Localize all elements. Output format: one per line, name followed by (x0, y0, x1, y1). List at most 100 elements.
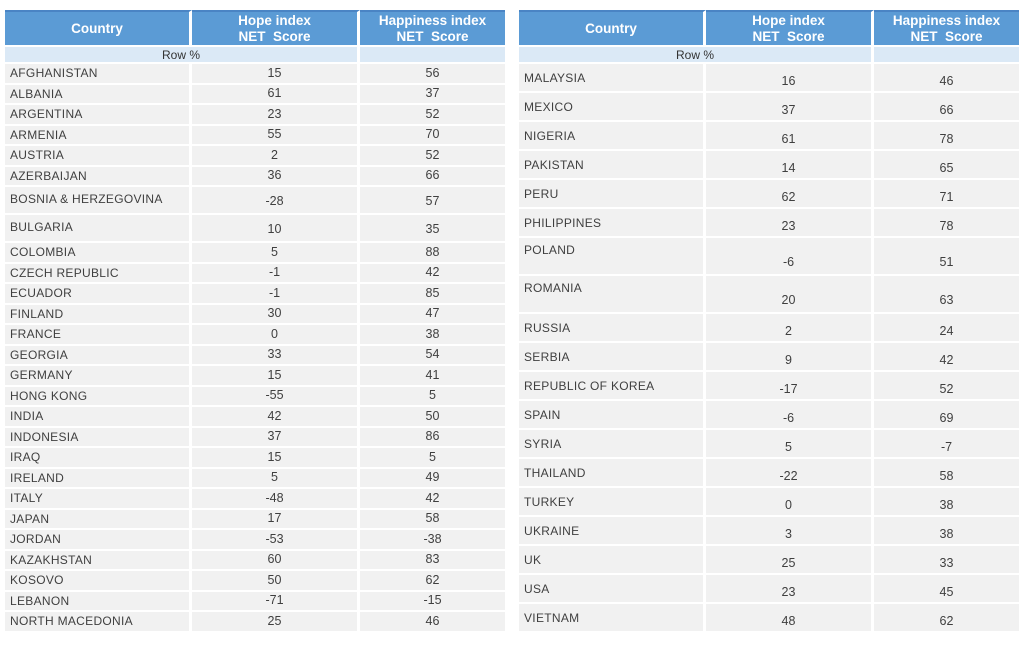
subheader-row: Row % (519, 47, 1019, 64)
country-cell: MEXICO (519, 93, 706, 122)
table-row: ALBANIA 61 37 (5, 84, 505, 105)
table-row: UKRAINE 3 38 (519, 517, 1019, 546)
hope-score-cell: 50 (192, 571, 360, 592)
table-row: ROMANIA 20 63 (519, 276, 1019, 314)
country-cell: SPAIN (519, 401, 706, 430)
table-row: IRAQ 15 5 (5, 448, 505, 469)
hope-score-cell: -6 (706, 238, 874, 276)
hope-score-cell: 0 (706, 488, 874, 517)
happiness-score-cell: 38 (360, 325, 505, 346)
hope-score-cell: 20 (706, 276, 874, 314)
table-row: AFGHANISTAN 15 56 (5, 64, 505, 85)
table-row: RUSSIA 2 24 (519, 314, 1019, 343)
table-row: UK 25 33 (519, 546, 1019, 575)
table-row: NORTH MACEDONIA 25 46 (5, 612, 505, 633)
table-row: MEXICO 37 66 (519, 93, 1019, 122)
header-row: Country Hope index NET Score Happiness i… (5, 10, 505, 47)
happiness-score-cell: 83 (360, 550, 505, 571)
happiness-score-cell: 71 (874, 180, 1019, 209)
hope-score-cell: 5 (706, 430, 874, 459)
hope-score-cell: 9 (706, 343, 874, 372)
hope-score-cell: 17 (192, 509, 360, 530)
country-cell: VIETNAM (519, 604, 706, 633)
country-cell: AFGHANISTAN (5, 64, 192, 85)
table-row: VIETNAM 48 62 (519, 604, 1019, 633)
happiness-score-cell: 42 (874, 343, 1019, 372)
table-row: BULGARIA 10 35 (5, 215, 505, 243)
table-row: THAILAND -22 58 (519, 459, 1019, 488)
happiness-score-cell: -15 (360, 591, 505, 612)
happiness-score-cell: 37 (360, 84, 505, 105)
happiness-score-cell: 88 (360, 243, 505, 264)
hope-score-cell: 16 (706, 64, 874, 93)
country-cell: FINLAND (5, 304, 192, 325)
country-cell: KOSOVO (5, 571, 192, 592)
country-cell: ROMANIA (519, 276, 706, 314)
country-cell: LEBANON (5, 591, 192, 612)
hope-score-cell: 36 (192, 166, 360, 187)
table-row: ARGENTINA 23 52 (5, 105, 505, 126)
hope-score-cell: -48 (192, 489, 360, 510)
country-cell: NIGERIA (519, 122, 706, 151)
table-body: AFGHANISTAN 15 56 ALBANIA 61 37 ARGENTIN… (5, 64, 505, 633)
happiness-score-cell: 78 (874, 122, 1019, 151)
table-row: PAKISTAN 14 65 (519, 151, 1019, 180)
hope-score-cell: -1 (192, 284, 360, 305)
hope-score-cell: -55 (192, 386, 360, 407)
table-row: FINLAND 30 47 (5, 304, 505, 325)
hope-score-cell: 42 (192, 407, 360, 428)
country-cell: REPUBLIC OF KOREA (519, 372, 706, 401)
happiness-score-cell: 38 (874, 517, 1019, 546)
hope-score-cell: -6 (706, 401, 874, 430)
country-cell: USA (519, 575, 706, 604)
country-cell: TURKEY (519, 488, 706, 517)
country-cell: SERBIA (519, 343, 706, 372)
country-cell: RUSSIA (519, 314, 706, 343)
hope-score-cell: 14 (706, 151, 874, 180)
table-row: GERMANY 15 41 (5, 366, 505, 387)
country-cell: GEORGIA (5, 345, 192, 366)
hope-score-cell: 5 (192, 468, 360, 489)
country-cell: HONG KONG (5, 386, 192, 407)
happiness-score-cell: 49 (360, 468, 505, 489)
happiness-score-cell: 5 (360, 448, 505, 469)
table-row: ITALY -48 42 (5, 489, 505, 510)
country-cell: CZECH REPUBLIC (5, 263, 192, 284)
happiness-score-cell: 50 (360, 407, 505, 428)
hope-score-cell: 23 (192, 105, 360, 126)
country-cell: UK (519, 546, 706, 575)
hope-score-cell: 25 (192, 612, 360, 633)
happiness-score-cell: 45 (874, 575, 1019, 604)
row-percent-label: Row % (519, 47, 874, 64)
hope-score-cell: -22 (706, 459, 874, 488)
hope-score-cell: 15 (192, 366, 360, 387)
table-row: KAZAKHSTAN 60 83 (5, 550, 505, 571)
hope-happiness-table-right: Country Hope index NET Score Happiness i… (519, 10, 1019, 633)
table-row: MALAYSIA 16 46 (519, 64, 1019, 93)
country-cell: UKRAINE (519, 517, 706, 546)
table-row: AZERBAIJAN 36 66 (5, 166, 505, 187)
column-header-happiness-index: Happiness index NET Score (874, 10, 1019, 47)
data-table-left: Country Hope index NET Score Happiness i… (5, 10, 505, 633)
happiness-score-cell: 70 (360, 125, 505, 146)
table-row: HONG KONG -55 5 (5, 386, 505, 407)
column-header-hope-index: Hope index NET Score (192, 10, 360, 47)
table-row: GEORGIA 33 54 (5, 345, 505, 366)
country-cell: AUSTRIA (5, 146, 192, 167)
country-cell: IRELAND (5, 468, 192, 489)
table-row: SERBIA 9 42 (519, 343, 1019, 372)
happiness-score-cell: 63 (874, 276, 1019, 314)
page: Country Hope index NET Score Happiness i… (5, 10, 1019, 633)
happiness-score-cell: 65 (874, 151, 1019, 180)
country-cell: INDIA (5, 407, 192, 428)
country-cell: FRANCE (5, 325, 192, 346)
country-cell: ITALY (5, 489, 192, 510)
country-cell: ECUADOR (5, 284, 192, 305)
happiness-score-cell: 62 (360, 571, 505, 592)
country-cell: ARGENTINA (5, 105, 192, 126)
happiness-score-cell: 24 (874, 314, 1019, 343)
hope-score-cell: 0 (192, 325, 360, 346)
happiness-score-cell: 86 (360, 427, 505, 448)
table-row: NIGERIA 61 78 (519, 122, 1019, 151)
row-percent-empty-cell (360, 47, 505, 64)
